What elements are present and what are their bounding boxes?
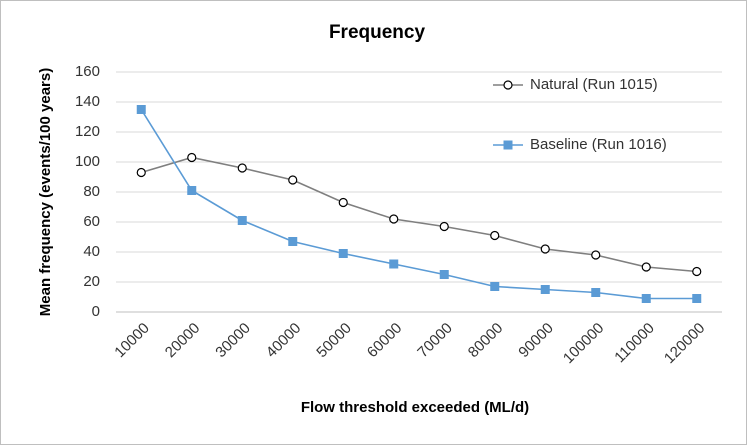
y-tick-label: 40: [83, 243, 100, 260]
y-axis-title: Mean frequency (events/100 years): [37, 68, 54, 316]
data-point: [136, 105, 146, 114]
data-point: [338, 249, 348, 258]
y-tick-label: 160: [75, 63, 100, 80]
data-point: [540, 244, 550, 254]
x-axis-title: Flow threshold exceeded (ML/d): [301, 399, 529, 416]
legend-label: Baseline (Run 1016): [530, 136, 667, 153]
data-point: [389, 214, 399, 224]
data-point: [136, 167, 146, 178]
data-point: [237, 163, 247, 173]
data-point: [338, 197, 348, 208]
data-point: [187, 186, 197, 195]
y-tick-label: 100: [75, 153, 100, 170]
data-point: [389, 259, 399, 269]
y-tick-label: 80: [83, 183, 100, 200]
data-point: [591, 250, 601, 260]
data-point: [187, 152, 197, 163]
y-tick-label: 0: [92, 303, 100, 320]
data-point: [641, 294, 651, 303]
data-point: [540, 285, 550, 294]
y-tick-label: 20: [83, 273, 100, 290]
y-tick-label: 140: [75, 93, 100, 110]
data-point: [288, 237, 298, 246]
series-line: [141, 156, 697, 273]
data-point: [490, 282, 500, 291]
series-line: [140, 109, 697, 300]
legend-label: Natural (Run 1015): [530, 76, 658, 93]
chart-title: Frequency: [329, 22, 426, 43]
data-point: [237, 216, 247, 225]
legend-marker: [503, 140, 513, 150]
data-point: [692, 294, 702, 303]
data-point: [439, 270, 449, 279]
data-point: [692, 266, 702, 277]
data-point: [288, 175, 298, 185]
data-point: [490, 230, 500, 241]
data-point: [439, 221, 449, 232]
data-point: [591, 288, 601, 297]
data-point: [641, 262, 651, 272]
legend-marker: [503, 80, 513, 90]
y-tick-label: 60: [83, 213, 100, 230]
y-tick-label: 120: [75, 123, 100, 140]
